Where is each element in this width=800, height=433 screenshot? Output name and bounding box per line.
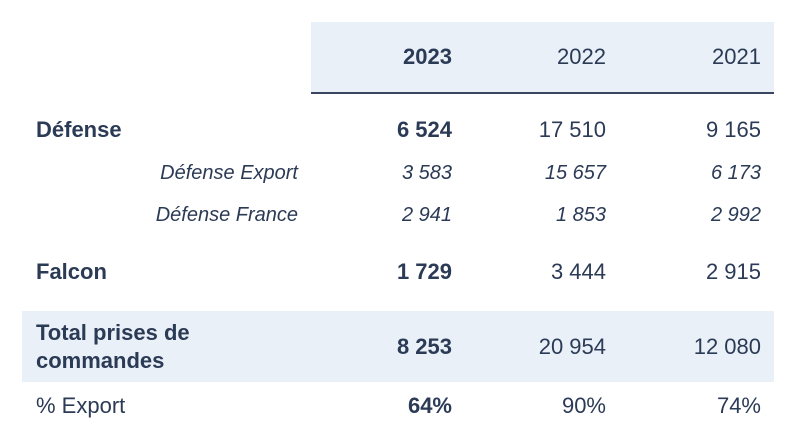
- column-header-2022: 2022: [557, 44, 606, 69]
- cell-defense-export-2022: 15 657: [544, 162, 606, 184]
- row-label-defense: Défense: [36, 117, 122, 142]
- cell-total-2023: 8 253: [396, 334, 452, 359]
- cell-total-2022: 20 954: [538, 334, 606, 359]
- column-header-2023: 2023: [403, 44, 452, 69]
- row-label-total-line1: Total prises de: [36, 320, 190, 345]
- column-header-2021: 2021: [712, 44, 761, 69]
- cell-export-share-2021: 74%: [716, 393, 761, 418]
- cell-defense-france-2021: 2 992: [710, 204, 761, 226]
- cell-falcon-2022: 3 444: [550, 259, 606, 284]
- row-label-total-line2: commandes: [36, 348, 165, 373]
- cell-falcon-2023: 1 729: [396, 259, 452, 284]
- row-label-defense-france: Défense France: [155, 204, 298, 226]
- row-label-export-share: % Export: [36, 393, 126, 418]
- cell-export-share-2022: 90%: [561, 393, 606, 418]
- total-row-background: [22, 311, 774, 382]
- cell-defense-2021: 9 165: [705, 117, 761, 142]
- row-label-defense-export: Défense Export: [160, 162, 298, 184]
- cell-total-2021: 12 080: [693, 334, 761, 359]
- header-divider: [311, 92, 774, 94]
- cell-defense-france-2023: 2 941: [401, 204, 452, 226]
- row-label-falcon: Falcon: [36, 259, 107, 284]
- cell-defense-export-2023: 3 583: [401, 162, 452, 184]
- cell-falcon-2021: 2 915: [705, 259, 761, 284]
- header-background: [311, 22, 774, 92]
- cell-defense-2022: 17 510: [538, 117, 606, 142]
- cell-defense-2023: 6 524: [396, 117, 452, 142]
- cell-defense-export-2021: 6 173: [710, 162, 761, 184]
- cell-defense-france-2022: 1 853: [555, 204, 606, 226]
- cell-export-share-2023: 64%: [407, 393, 452, 418]
